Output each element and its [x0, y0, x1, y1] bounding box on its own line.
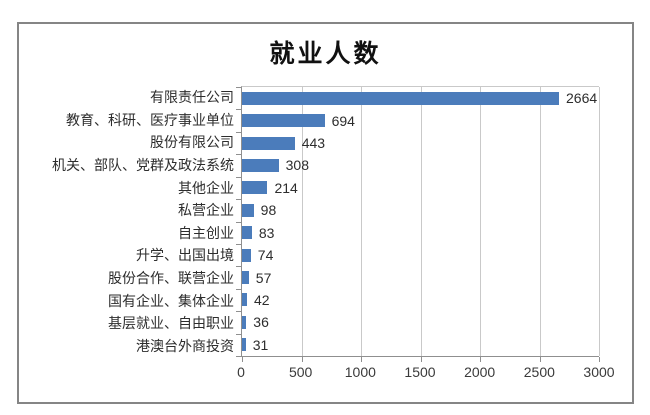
category-label: 股份合作、联营企业: [108, 269, 234, 286]
category-label: 其他企业: [178, 179, 234, 196]
bar-row: 694: [242, 109, 599, 131]
y-tick-mark-10: [236, 311, 241, 313]
bar-value-label: 443: [301, 135, 326, 152]
x-tick-label-500: 500: [288, 364, 313, 380]
y-tick-mark-9: [236, 288, 241, 290]
x-tick-mark-2500: [539, 357, 541, 362]
x-axis-tick-labels: 0 500 1000 1500 2000 2500 3000: [237, 364, 614, 384]
bar-value-label: 694: [331, 112, 355, 129]
category-label: 有限责任公司: [150, 89, 234, 106]
y-tick-mark-3: [236, 154, 241, 156]
y-tick-mark-1: [236, 109, 241, 111]
bar-row: 31: [242, 334, 599, 356]
bar: [242, 203, 254, 217]
bar-row: 36: [242, 311, 599, 333]
x-tick-label-3000: 3000: [583, 364, 615, 380]
y-tick-mark-5: [236, 199, 241, 201]
gridline-x-500: [301, 87, 303, 356]
category-label: 股份有限公司: [150, 134, 234, 151]
y-tick-mark-0: [236, 87, 241, 88]
bar: [242, 114, 325, 128]
y-tick-mark-6: [236, 221, 241, 223]
category-label: 国有企业、集体企业: [108, 292, 234, 309]
bar-row: 214: [242, 177, 599, 199]
category-axis-labels: 有限责任公司教育、科研、医疗事业单位股份有限公司机关、部队、党群及政法系统其他企…: [23, 86, 234, 357]
category-label: 港澳台外商投资: [136, 337, 234, 354]
gridline-x-2000: [480, 87, 481, 356]
bar-value-label: 36: [253, 314, 269, 331]
chart-title: 就业人数: [269, 40, 382, 68]
x-tick-label-2000: 2000: [464, 364, 496, 380]
bar: [242, 91, 560, 105]
bar-value-label: 74: [257, 247, 274, 264]
bar: [242, 248, 251, 262]
x-tick-mark-2000: [480, 357, 481, 362]
bar-value-label: 31: [252, 336, 269, 353]
bar-value-label: 214: [274, 179, 298, 196]
y-tick-mark-8: [236, 266, 241, 268]
bar: [242, 158, 279, 172]
bar-value-label: 42: [253, 291, 270, 308]
x-tick-label-2500: 2500: [523, 364, 555, 380]
bar-row: 2664: [242, 87, 599, 109]
bar-row: 74: [242, 244, 599, 266]
y-tick-mark-2: [236, 131, 241, 133]
bar: [242, 315, 247, 329]
bar-row: 308: [242, 154, 599, 176]
gridline-x-1500: [420, 87, 422, 356]
x-tick-label-1000: 1000: [344, 364, 376, 380]
x-tick-label-1500: 1500: [404, 364, 436, 380]
bar-value-label: 57: [255, 269, 272, 286]
y-tick-mark-4: [236, 176, 241, 178]
bar-value-label: 308: [285, 157, 309, 174]
plot-area: 2664 694 443 308 214 98 83 74 57 42 36 31: [236, 86, 600, 362]
x-tick-mark-500: [301, 357, 303, 362]
bar: [242, 181, 268, 195]
bar-row: 443: [242, 132, 599, 154]
x-tick-mark-1500: [420, 357, 422, 362]
category-label: 教育、科研、医疗事业单位: [66, 111, 234, 128]
y-tick-mark-11: [236, 333, 241, 335]
bar-value-label: 83: [258, 224, 275, 241]
category-label: 机关、部队、党群及政法系统: [52, 157, 234, 174]
bar: [242, 271, 249, 285]
bar: [242, 226, 252, 240]
y-tick-mark-7: [236, 243, 241, 245]
bar-row: 83: [242, 222, 599, 244]
gridline-x-2500: [539, 87, 541, 356]
bar: [242, 338, 246, 352]
bar-row: 57: [242, 266, 599, 288]
category-label: 升学、出国出境: [136, 247, 234, 264]
chart-container: 就业人数 有限责任公司教育、科研、医疗事业单位股份有限公司机关、部队、党群及政法…: [17, 22, 634, 404]
bar-value-label: 98: [260, 202, 277, 219]
y-tick-mark-12: [236, 356, 241, 357]
bar: [242, 293, 247, 307]
bar: [242, 136, 295, 150]
x-tick-mark-1000: [361, 357, 362, 362]
x-tick-mark-0: [242, 357, 243, 362]
category-label: 基层就业、自由职业: [108, 315, 234, 332]
x-tick-label-0: 0: [237, 364, 245, 380]
bar-value-label: 2664: [566, 90, 598, 107]
bar-row: 42: [242, 289, 599, 311]
bar-row: 98: [242, 199, 599, 221]
gridline-x-3000: [599, 87, 600, 356]
x-tick-mark-3000: [599, 357, 600, 362]
category-label: 私营企业: [178, 202, 234, 219]
gridline-x-1000: [361, 87, 362, 356]
category-label: 自主创业: [178, 224, 234, 241]
